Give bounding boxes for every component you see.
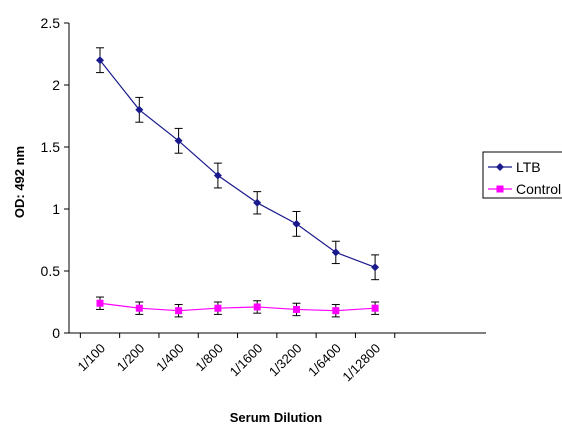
data-point: [213, 171, 222, 180]
data-point: [332, 307, 340, 315]
data-point: [371, 263, 380, 272]
data-point: [175, 307, 183, 315]
y-axis-title: OD: 492 nm: [12, 146, 27, 218]
data-point: [331, 248, 340, 257]
x-axis-title: Serum Dilution: [230, 410, 323, 425]
legend-label: LTB: [516, 159, 541, 175]
data-point: [253, 198, 262, 207]
legend-frame: [482, 151, 562, 199]
data-point: [96, 56, 104, 65]
series-line: [99, 59, 376, 268]
data-point: [292, 219, 301, 228]
series-control: [96, 296, 380, 318]
data-point: [135, 105, 144, 114]
data-point: [96, 299, 104, 307]
y-tick-label: 2.5: [41, 15, 61, 31]
legend-marker: [496, 163, 504, 171]
data-point: [293, 305, 300, 313]
data-point: [371, 304, 379, 312]
data-point: [135, 304, 143, 312]
y-tick-label: 0: [52, 325, 60, 341]
y-tick-label: 2: [52, 77, 60, 93]
y-tick-label: 0.5: [41, 263, 61, 279]
series-ltb: [96, 47, 380, 281]
legend-marker: [496, 185, 504, 193]
data-point: [174, 136, 183, 145]
series-line: [99, 302, 376, 312]
data-point: [253, 303, 261, 311]
legend: LTB Control: [482, 151, 562, 199]
y-tick-label: 1: [52, 201, 60, 217]
y-tick-label: 1.5: [41, 139, 61, 155]
data-point: [214, 304, 222, 312]
legend-label: Control: [516, 181, 561, 197]
